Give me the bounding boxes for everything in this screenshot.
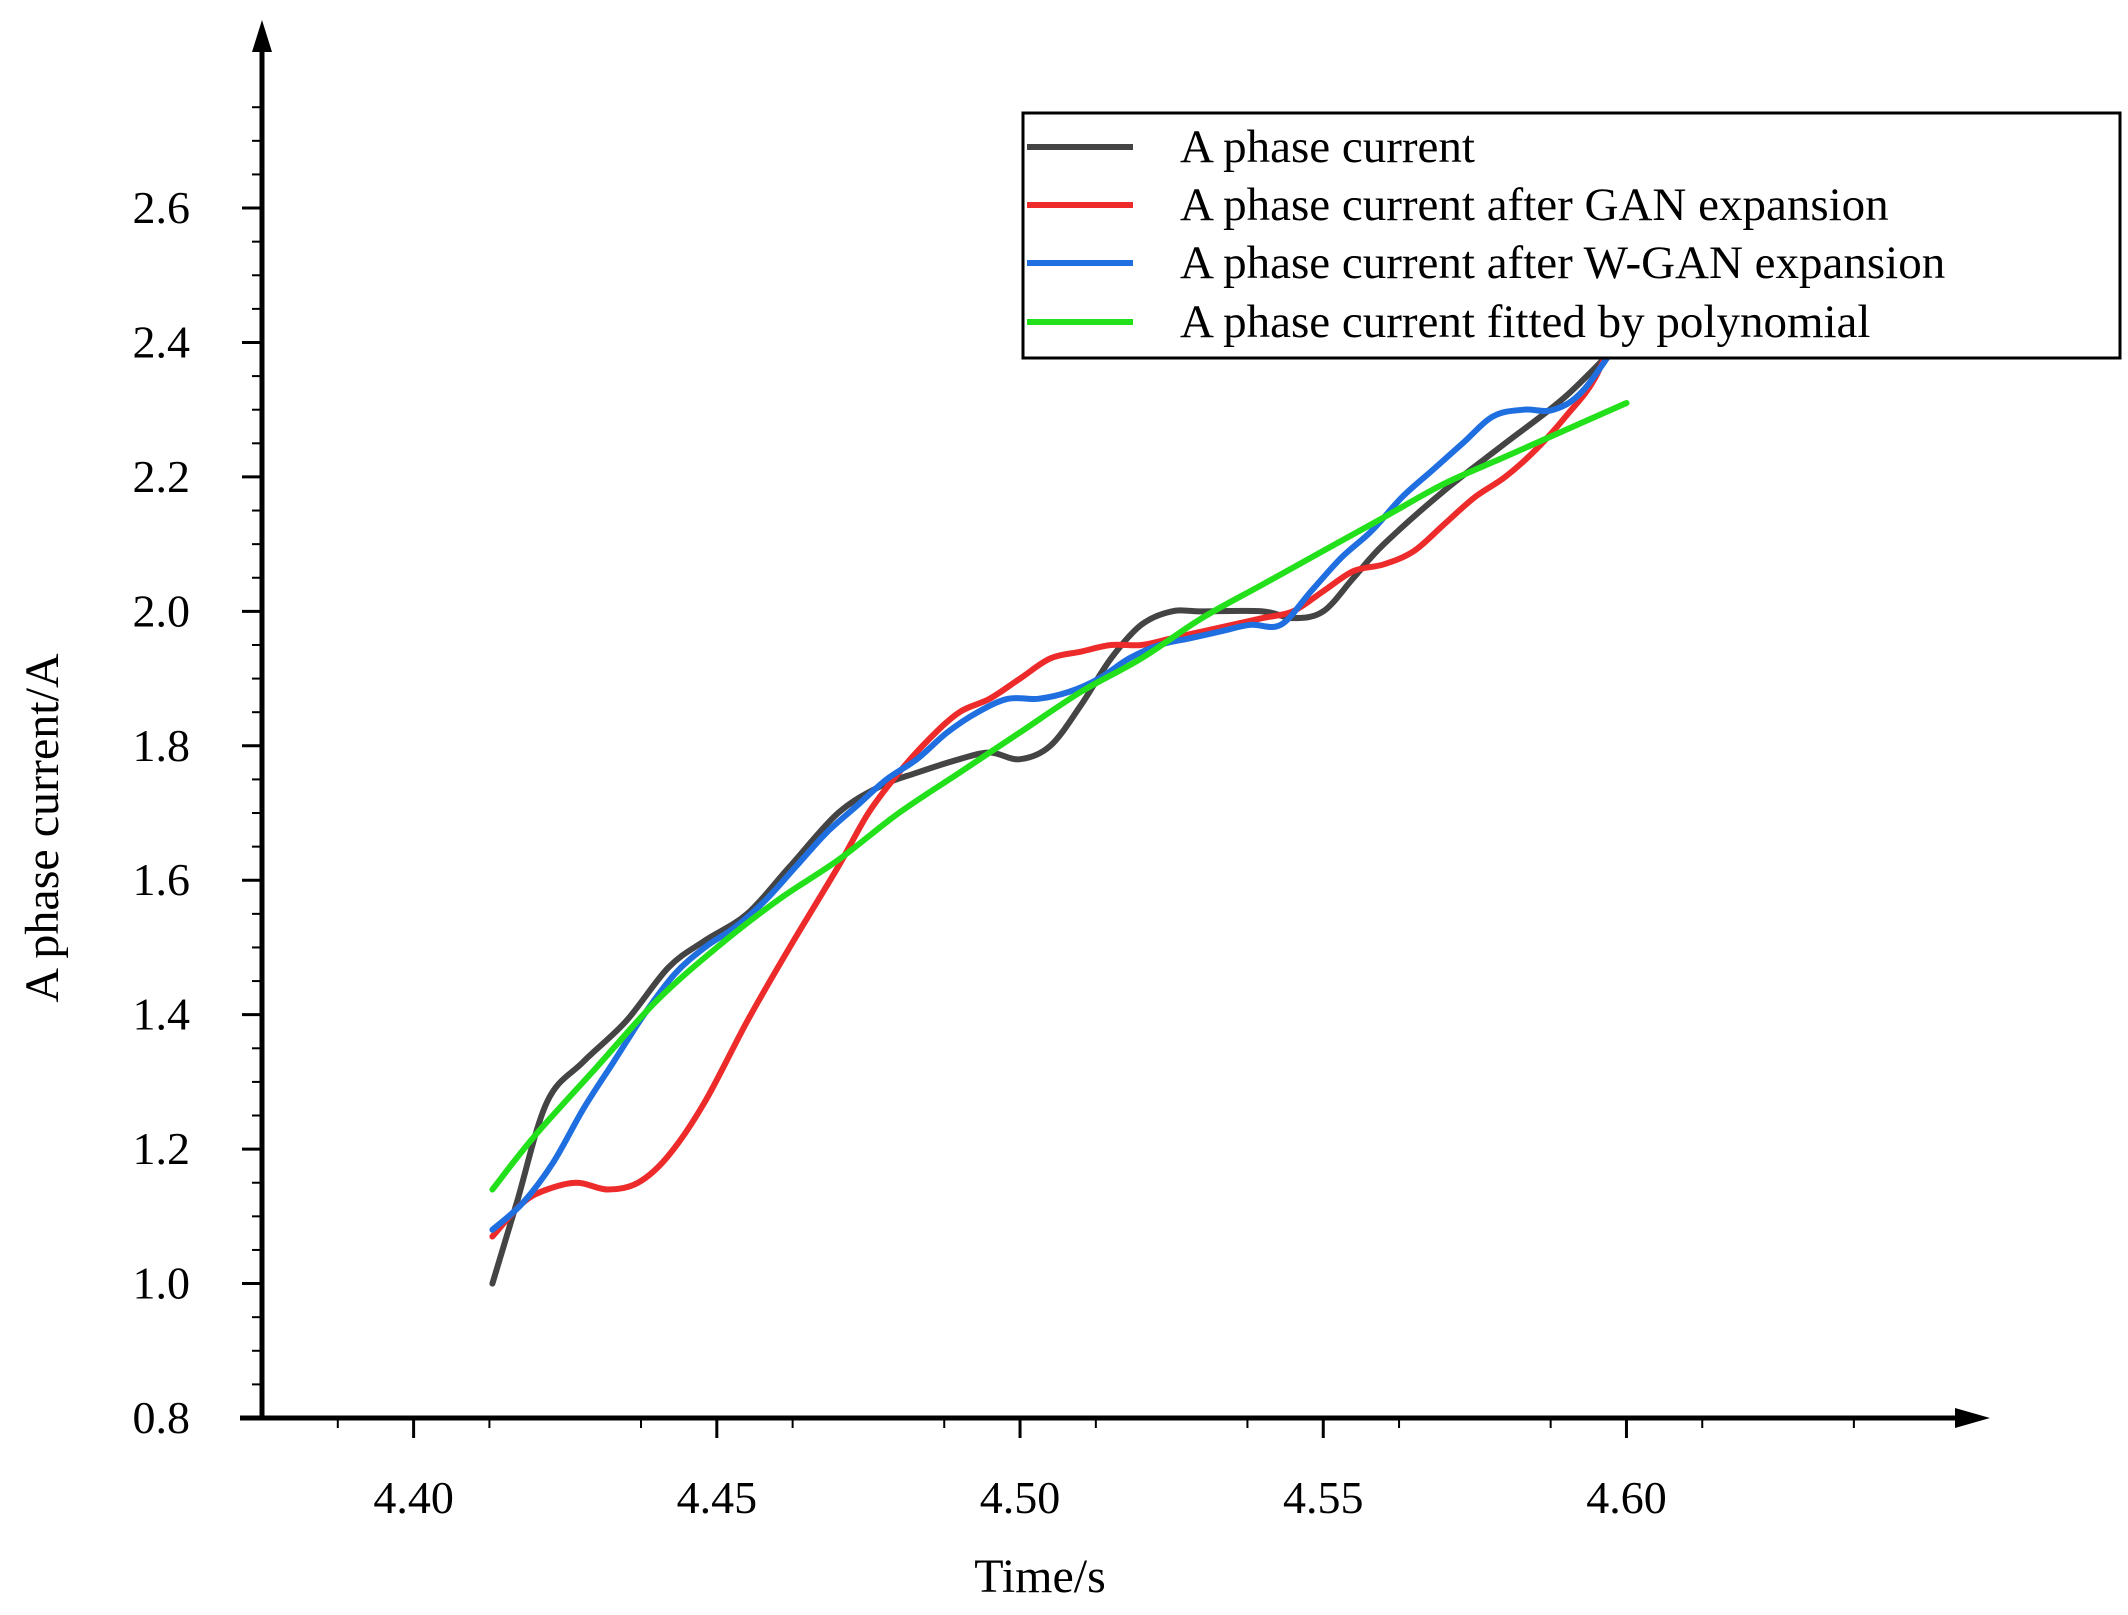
legend-label-a-phase-current: A phase current xyxy=(1180,121,1475,173)
legend-label-gan: A phase current after GAN expansion xyxy=(1180,179,1889,231)
y-tick-label: 1.4 xyxy=(133,989,191,1040)
y-axis-title: A phase current/A xyxy=(16,653,69,1003)
y-tick-label: 1.2 xyxy=(133,1123,191,1174)
legend: A phase current A phase current after GA… xyxy=(1021,111,2122,360)
x-tick-label: 4.60 xyxy=(1586,1472,1667,1523)
series-line-gan xyxy=(489,299,1630,1240)
y-tick-label: 2.6 xyxy=(133,182,191,233)
y-tick-label: 1.8 xyxy=(133,720,191,771)
series-line-wgan xyxy=(489,326,1630,1233)
x-tick-label: 4.40 xyxy=(373,1472,454,1523)
x-axis-arrow xyxy=(1955,1408,1990,1428)
x-tick-label: 4.55 xyxy=(1283,1472,1364,1523)
y-tick-label: 2.4 xyxy=(133,316,191,367)
y-tick-label: 2.0 xyxy=(133,585,191,636)
series-line-a-phase-current xyxy=(489,332,1630,1287)
series-line-polynomial xyxy=(489,400,1630,1193)
y-axis-arrow xyxy=(252,20,272,52)
x-tick-label: 4.50 xyxy=(980,1472,1061,1523)
legend-label-polynomial: A phase current fitted by polynomial xyxy=(1180,296,1870,348)
x-tick-label: 4.45 xyxy=(677,1472,758,1523)
legend-box xyxy=(1021,111,2122,360)
y-tick-label: 2.2 xyxy=(133,451,191,502)
y-tick-label: 1.0 xyxy=(133,1258,191,1309)
y-tick-label: 0.8 xyxy=(133,1392,191,1443)
x-axis-title: Time/s xyxy=(974,1550,1106,1603)
y-tick-label: 1.6 xyxy=(133,854,191,905)
legend-label-wgan: A phase current after W-GAN expansion xyxy=(1180,237,1945,289)
